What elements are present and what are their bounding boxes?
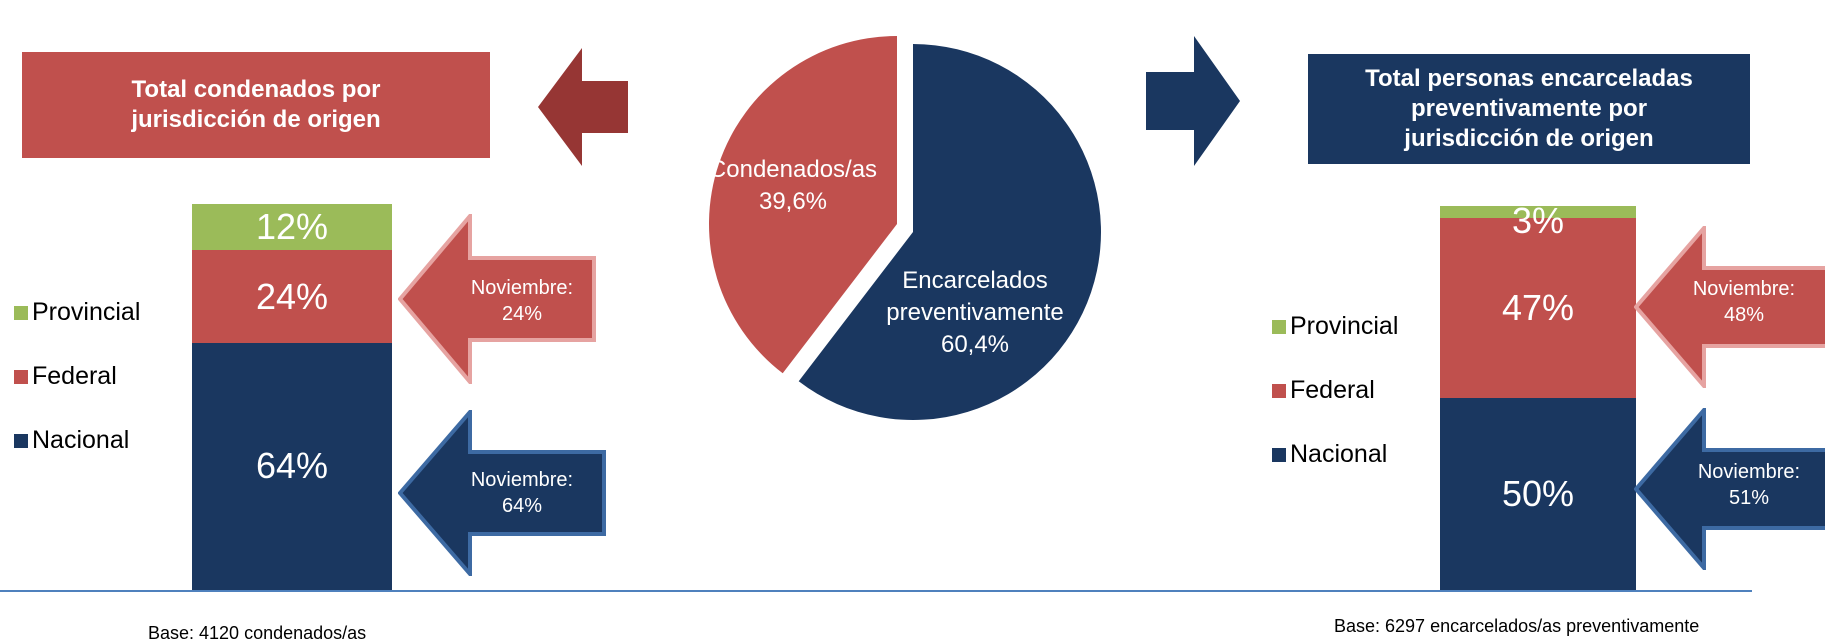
pie-label-encarcelados-line1: Encarcelados xyxy=(902,267,1047,294)
callout-label-nacional-left-line2: 64% xyxy=(502,495,542,517)
bar-label-provincial-right: 3% xyxy=(1511,200,1565,242)
arrow-right-icon xyxy=(1146,36,1240,166)
legend-label-provincial-right: Provincial xyxy=(1290,312,1399,340)
legend-item-federal: Federal xyxy=(14,362,117,391)
legend-swatch-federal-right xyxy=(1272,383,1286,398)
bar-segment-federal: 24% xyxy=(192,250,392,343)
left-stacked-bar: 64% 24% 12% xyxy=(192,204,392,590)
bar-label-provincial: 12% xyxy=(255,206,329,248)
right-base-note: Base: 6297 encarcelados/as preventivamen… xyxy=(1334,616,1700,636)
bar-label-nacional-right: 50% xyxy=(1501,473,1575,514)
legend-item-provincial: Provincial xyxy=(14,298,140,327)
legend-label-nacional-right: Nacional xyxy=(1290,440,1388,468)
callout-label-federal-right-line2: 48% xyxy=(1724,304,1764,326)
legend-swatch-federal xyxy=(14,369,28,384)
bar-segment-federal-right: 47% xyxy=(1440,217,1636,398)
callout-arrow-federal-left: Noviembre: 24% xyxy=(398,214,596,384)
callout-label-nacional-right-line2: 51% xyxy=(1729,487,1769,509)
pie-slice-encarcelados xyxy=(798,44,1101,420)
baseline xyxy=(0,590,1752,592)
callout-label-federal-left-line2: 24% xyxy=(502,303,542,325)
right-title-line2: preventivamente por xyxy=(1410,95,1648,122)
left-legend: Provincial Federal Nacional xyxy=(14,298,164,468)
legend-swatch-provincial xyxy=(14,305,28,320)
bar-label-nacional: 64% xyxy=(255,445,329,487)
callout-label-nacional-right-line1: Noviembre: xyxy=(1698,461,1800,483)
callout-arrow-nacional-left: Noviembre: 64% xyxy=(398,410,606,576)
legend-label-federal: Federal xyxy=(32,362,117,390)
callout-label-federal-left-line1: Noviembre: xyxy=(471,277,573,299)
arrow-left-icon xyxy=(538,48,628,166)
legend-item-provincial-right: Provincial xyxy=(1272,312,1398,341)
right-legend: Provincial Federal Nacional xyxy=(1272,312,1422,482)
pie-label-condenados-line2: 39,6% xyxy=(759,188,827,215)
bar-label-federal-right: 47% xyxy=(1501,286,1575,328)
callout-arrow-nacional-right: Noviembre: 51% xyxy=(1634,408,1825,570)
callout-label-nacional-left-line1: Noviembre: xyxy=(471,469,573,491)
legend-swatch-nacional-right xyxy=(1272,447,1286,462)
left-base-note: Base: 4120 condenados/as xyxy=(148,623,367,643)
left-title-line2: jurisdicción de origen xyxy=(131,106,381,133)
legend-label-provincial: Provincial xyxy=(32,298,141,326)
bar-segment-nacional-right: 50% xyxy=(1440,398,1636,590)
bar-label-federal: 24% xyxy=(255,275,329,317)
legend-item-nacional: Nacional xyxy=(14,426,129,455)
bar-segment-nacional: 64% xyxy=(192,342,392,590)
legend-label-nacional: Nacional xyxy=(32,426,130,454)
left-title-box: Total condenados por jurisdicción de ori… xyxy=(22,52,490,158)
right-title-line3: jurisdicción de origen xyxy=(1404,125,1654,152)
right-stacked-bar: 50% 47% 3% xyxy=(1440,203,1636,590)
callout-arrow-federal-right: Noviembre: 48% xyxy=(1634,226,1825,388)
legend-swatch-nacional xyxy=(14,433,28,448)
bar-segment-provincial: 12% xyxy=(192,204,392,251)
pie-slice-condenados xyxy=(709,36,897,374)
pie-label-condenados-line1: Condenados/as xyxy=(709,156,877,183)
right-title-line1: Total personas encarceladas xyxy=(1365,65,1693,92)
legend-label-federal-right: Federal xyxy=(1290,376,1375,404)
right-title-box: Total personas encarceladas preventivame… xyxy=(1308,54,1750,164)
pie-chart: Condenados/as 39,6% Encarcelados prevent… xyxy=(709,36,1101,420)
pie-label-encarcelados-line2: preventivamente xyxy=(886,299,1063,326)
pie-label-encarcelados-line3: 60,4% xyxy=(941,331,1009,358)
left-title-line1: Total condenados por xyxy=(131,76,381,103)
legend-swatch-provincial-right xyxy=(1272,319,1286,334)
legend-item-nacional-right: Nacional xyxy=(1272,440,1387,469)
callout-label-federal-right-line1: Noviembre: xyxy=(1693,278,1795,300)
bar-segment-provincial-right: 3% xyxy=(1440,203,1636,239)
legend-item-federal-right: Federal xyxy=(1272,376,1375,405)
